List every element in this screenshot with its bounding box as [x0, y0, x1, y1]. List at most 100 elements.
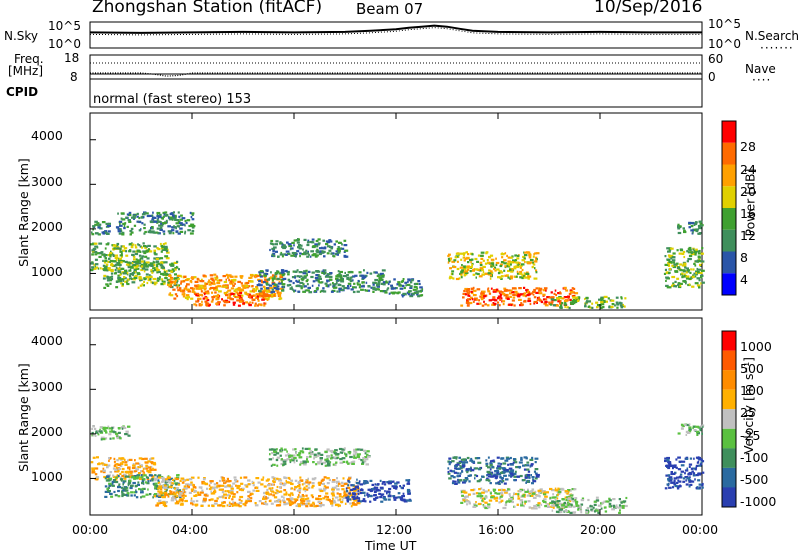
power-cell [326, 280, 329, 283]
power-cell [470, 291, 474, 295]
power-cell [320, 289, 325, 292]
power-cell [295, 239, 300, 242]
power-cell [620, 306, 624, 309]
velocity-cell [341, 448, 346, 451]
velocity-cell [397, 492, 401, 495]
power-cell [412, 288, 417, 291]
velocity-cell [473, 504, 478, 507]
power-cell [150, 269, 153, 272]
power-cell [535, 258, 538, 261]
velocity-cell [469, 469, 472, 472]
power-cell [256, 304, 259, 307]
power-cell [591, 302, 594, 305]
nsearch-tick-top: 10^5 [708, 17, 741, 31]
velocity-cell [301, 447, 304, 450]
velocity-cell [224, 481, 227, 484]
power-cell [344, 271, 346, 275]
velocity-cell [529, 465, 532, 468]
velocity-cell [345, 487, 348, 490]
velocity-cell [483, 497, 486, 500]
velocity-cell [186, 487, 188, 490]
power-cell [511, 269, 515, 272]
velocity-cell [249, 494, 252, 497]
power-cell [191, 288, 195, 291]
velocity-cell [147, 480, 150, 483]
velocity-cell [452, 476, 456, 479]
power-cell [482, 270, 485, 274]
velocity-cell [141, 490, 144, 493]
power-cell [109, 253, 112, 256]
velocity-cell [524, 502, 526, 505]
velocity-cell [156, 502, 161, 505]
power-cell [548, 296, 553, 299]
velocity-cell [149, 493, 152, 496]
power-cell [687, 269, 690, 272]
velocity-cell [147, 460, 151, 463]
velocity-cell [461, 463, 466, 466]
power-cell [171, 218, 174, 221]
power-cell [139, 257, 142, 260]
power-cell [603, 299, 606, 302]
power-cell [169, 263, 173, 266]
velocity-cell [348, 477, 352, 480]
velocity-cell [102, 467, 105, 470]
power-cell [480, 257, 484, 260]
power-cell [194, 280, 199, 283]
velocity-cell [108, 484, 111, 487]
velocity-cell [543, 493, 547, 496]
power-cell [217, 281, 220, 285]
power-cell [596, 306, 599, 309]
velocity-cell [130, 484, 134, 487]
velocity-cell [672, 472, 676, 475]
power-cell [184, 224, 186, 227]
velocity-cell [270, 464, 273, 467]
velocity-cell [312, 501, 315, 504]
power-cell [162, 273, 166, 276]
power-cell [136, 220, 140, 223]
power-cell [162, 222, 166, 225]
velocity-cell [679, 460, 681, 463]
velocity-cell [126, 433, 129, 436]
velocity-cell [137, 466, 141, 469]
velocity-cell [195, 486, 197, 489]
power-cell [274, 250, 278, 253]
velocity-cell [556, 510, 560, 514]
power-cell [195, 294, 199, 297]
velocity-cell [557, 487, 560, 490]
power-cell [117, 261, 121, 264]
velocity-cell [348, 492, 351, 495]
velocity-cell [302, 488, 307, 491]
power-cell [152, 267, 156, 270]
velocity-cell [102, 469, 106, 472]
velocity-cell [668, 486, 672, 489]
power-cell [291, 241, 295, 244]
velocity-cell [456, 475, 460, 478]
velocity-cell [216, 485, 219, 488]
power-cell [517, 293, 522, 296]
velocity-cell [312, 461, 315, 464]
power-cell [190, 277, 195, 280]
velocity-cell [330, 454, 333, 457]
power-cell [353, 282, 356, 285]
power-cell [472, 289, 477, 292]
velocity-cell [346, 490, 348, 493]
velocity-cell [388, 480, 392, 483]
velocity-cell [700, 461, 703, 464]
power-cell [107, 260, 110, 263]
velocity-cell [140, 496, 142, 499]
velocity-cell [230, 502, 234, 506]
power-cell [93, 267, 97, 270]
power-cell [155, 257, 159, 260]
velocity-cell [487, 503, 491, 506]
velocity-cell [351, 462, 355, 465]
power-cell [231, 282, 234, 285]
power-cell [394, 287, 398, 290]
velocity-cell [140, 470, 142, 473]
power-cell [151, 218, 154, 221]
velocity-cell [532, 478, 534, 481]
power-cell [378, 276, 383, 280]
velocity-cell [689, 457, 693, 460]
power-cell [344, 249, 349, 252]
power-cell [683, 255, 686, 259]
power-cell [223, 304, 226, 307]
